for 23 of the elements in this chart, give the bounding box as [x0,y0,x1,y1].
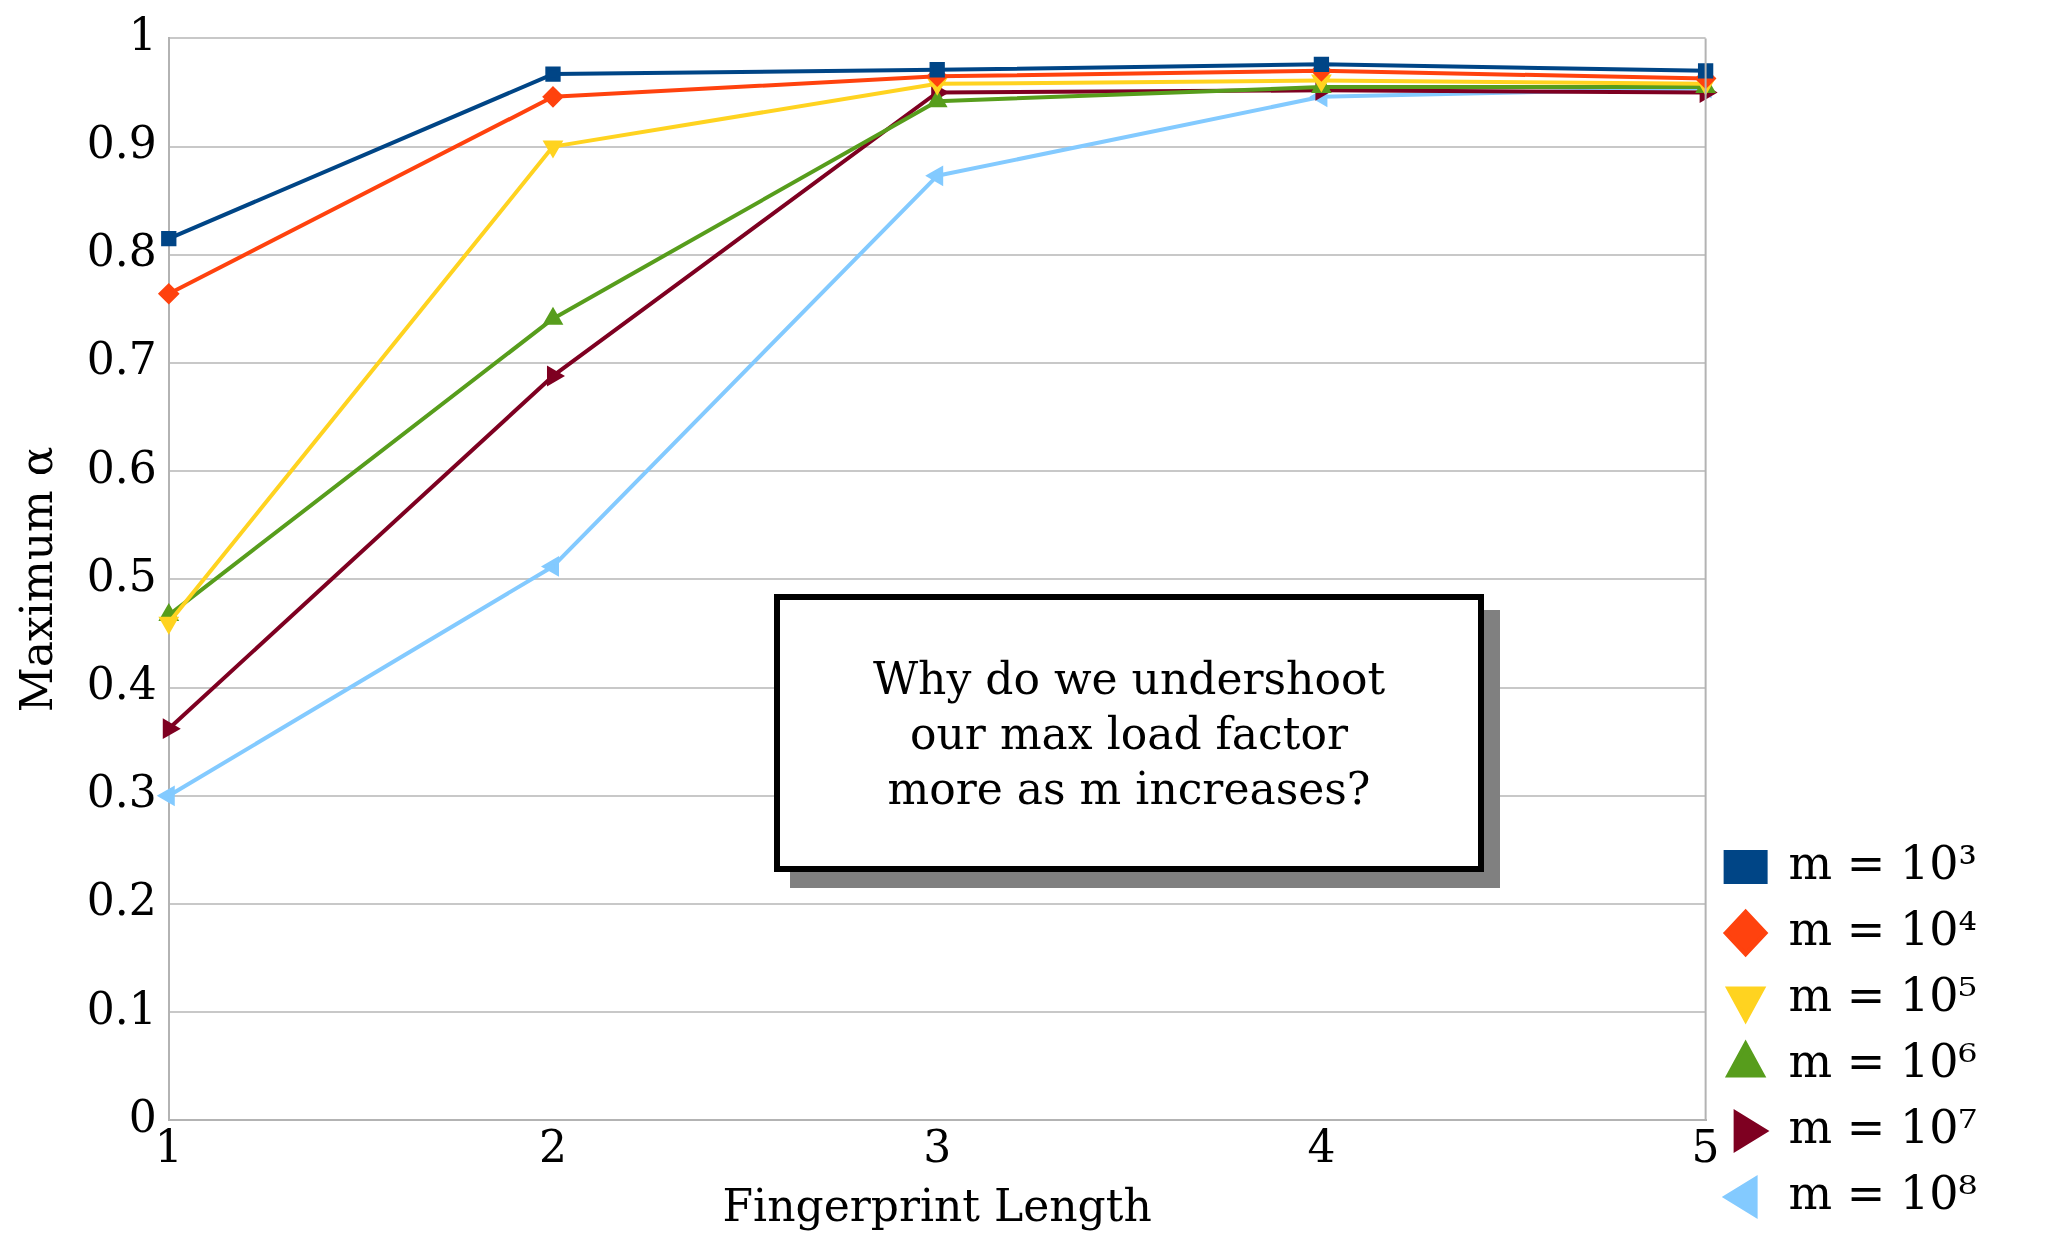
legend-label: m = 10⁴ [1788,901,1978,956]
x-tick-label: 3 [923,1121,952,1173]
y-axis-title: Maximum α [10,446,62,713]
y-tick-label: 0.4 [86,658,157,710]
x-tick-label: 4 [1307,1121,1336,1173]
x-tick-label: 2 [538,1121,567,1173]
legend-label: m = 10⁶ [1788,1033,1978,1088]
y-tick-label: 0 [128,1090,157,1142]
y-tick-label: 0.1 [86,982,157,1034]
x-tick-label: 5 [1691,1121,1720,1173]
y-tick-label: 0.7 [86,333,157,385]
legend-label: m = 10⁵ [1788,967,1978,1022]
y-tick-label: 0.2 [86,874,157,926]
y-tick-label: 1 [128,8,157,60]
legend-label: m = 10³ [1788,835,1978,890]
y-tick-label: 0.8 [86,225,157,277]
x-axis-title: Fingerprint Length [722,1180,1152,1232]
legend-label: m = 10⁷ [1788,1099,1978,1154]
y-tick-label: 0.6 [86,441,157,493]
y-tick-label: 0.5 [86,549,157,601]
y-tick-label: 0.3 [86,766,157,818]
y-tick-label: 0.9 [86,117,157,169]
legend-label: m = 10⁸ [1788,1165,1978,1220]
